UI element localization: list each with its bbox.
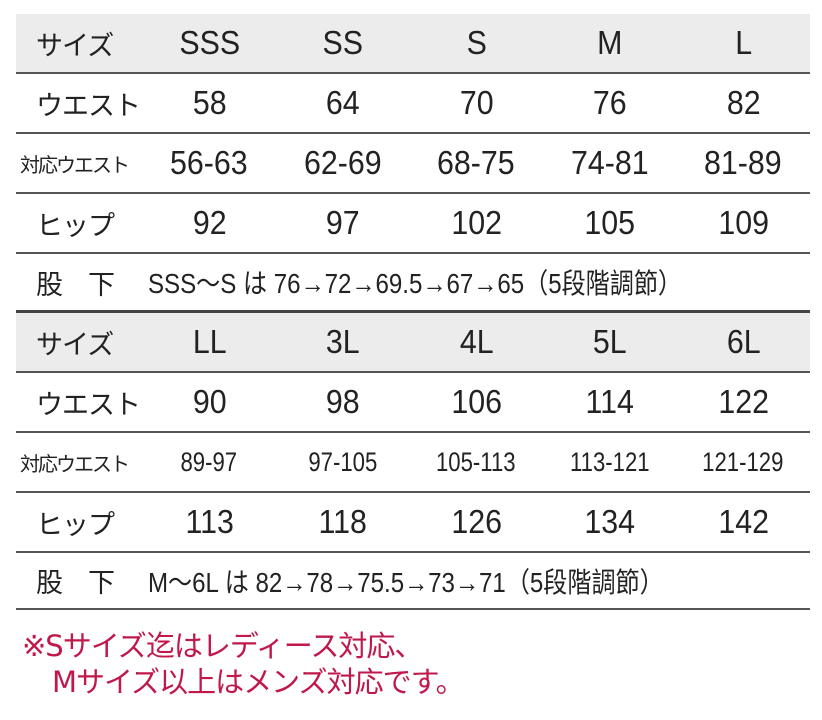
cell-waist: 114 <box>585 383 635 420</box>
note-line-2: Mサイズ以上はメンズ対応です。 <box>52 665 465 699</box>
cell-waist: 90 <box>192 383 227 420</box>
size-table: サイズ SSS SS S M L ウエスト 58 64 70 76 82 対応ウエスト 56-63 62-6… <box>16 14 810 610</box>
note-line-1: ※Sサイズ迄はレディース対応、 <box>22 629 423 663</box>
cell-waist: 58 <box>192 84 227 121</box>
cell-fit: 89-97 <box>180 446 238 477</box>
cell-waist: 122 <box>717 383 769 420</box>
cell-waist: 106 <box>451 383 502 420</box>
row-label: 股 下 <box>36 568 115 599</box>
cell-fit: 105-113 <box>436 446 516 477</box>
cell-fit: 81-89 <box>704 144 783 181</box>
table2-row-fit: 対応ウエスト 89-97 97-105 105-113 113-121 121-129 <box>16 433 810 493</box>
cell-fit: 62-69 <box>303 144 382 181</box>
row-label: 対応ウエスト <box>20 451 130 476</box>
cell-fit: 97-105 <box>308 446 377 477</box>
cell-waist: 82 <box>726 84 761 121</box>
cell-size: L <box>734 24 752 61</box>
cell-hip: 105 <box>584 204 636 241</box>
cell-hip: 118 <box>318 503 368 540</box>
cell-waist: 98 <box>326 383 360 420</box>
cell-fit: 113-121 <box>569 446 650 477</box>
size-note: ※Sサイズ迄はレディース対応、 Mサイズ以上はメンズ対応です。 <box>22 628 465 700</box>
cell-fit: 74-81 <box>570 144 649 181</box>
cell-size: M <box>597 24 623 61</box>
row-label: ヒップ <box>36 509 115 541</box>
cell-hip: 92 <box>192 204 227 241</box>
cell-size: S <box>466 24 487 61</box>
row-label: 股 下 <box>36 269 115 301</box>
inseam-value: M～6L は 82→78→75.5→73→71（5段階調節） <box>148 566 664 598</box>
table2-row-size: サイズ LL 3L 4L 5L 6L <box>16 313 810 373</box>
cell-hip: 113 <box>185 503 234 540</box>
cell-fit: 121-129 <box>702 446 784 477</box>
cell-waist: 70 <box>459 84 494 121</box>
table1-row-waist: ウエスト 58 64 70 76 82 <box>16 74 810 134</box>
row-label: 対応ウエスト <box>20 152 130 177</box>
cell-size: SSS <box>179 24 240 61</box>
table1-row-fit: 対応ウエスト 56-63 62-69 68-75 74-81 81-89 <box>16 134 810 194</box>
cell-hip: 102 <box>451 204 502 241</box>
table1-row-inseam: 股 下 SSS～S は 76→72→69.5→67→65（5段階調節） <box>16 254 810 313</box>
row-label: ウエスト <box>36 389 141 421</box>
cell-fit: 68-75 <box>437 144 515 181</box>
table1-row-size: サイズ SSS SS S M L <box>16 14 810 74</box>
inseam-value: SSS～S は 76→72→69.5→67→65（5段階調節） <box>148 268 682 299</box>
cell-waist: 76 <box>592 84 627 121</box>
cell-size: 3L <box>326 323 360 360</box>
row-label: ヒップ <box>36 210 115 242</box>
table2-row-waist: ウエスト 90 98 106 114 122 <box>16 373 810 433</box>
cell-hip: 142 <box>717 503 769 540</box>
table2-row-inseam: 股 下 M～6L は 82→78→75.5→73→71（5段階調節） <box>16 553 810 610</box>
cell-size: SS <box>322 24 364 61</box>
row-label: サイズ <box>36 30 114 62</box>
cell-size: 4L <box>459 323 494 360</box>
cell-size: LL <box>192 323 227 360</box>
table1-row-hip: ヒップ 92 97 102 105 109 <box>16 194 810 254</box>
row-label: ウエスト <box>36 90 141 122</box>
cell-size: 6L <box>726 323 761 360</box>
cell-hip: 134 <box>584 503 636 540</box>
cell-hip: 109 <box>717 204 769 241</box>
cell-hip: 126 <box>451 503 502 540</box>
cell-waist: 64 <box>326 84 360 121</box>
cell-fit: 56-63 <box>170 144 248 181</box>
table2-row-hip: ヒップ 113 118 126 134 142 <box>16 493 810 553</box>
row-label: サイズ <box>36 329 114 361</box>
cell-hip: 97 <box>326 204 360 241</box>
cell-size: 5L <box>592 323 627 360</box>
